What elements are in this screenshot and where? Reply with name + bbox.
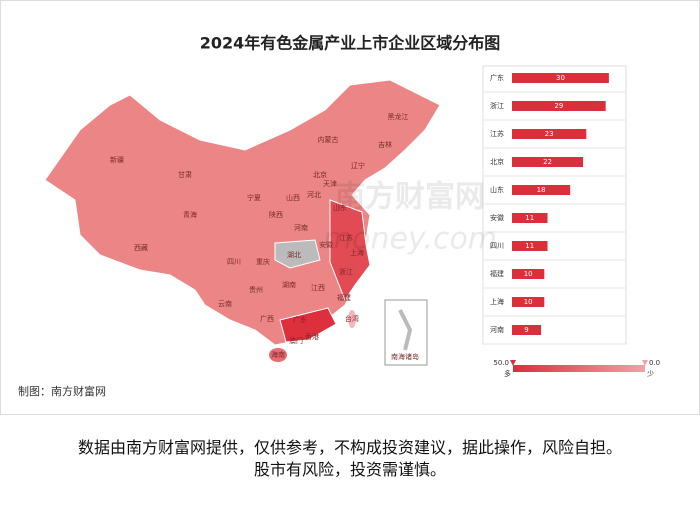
map-region bbox=[269, 348, 287, 362]
bar-label: 福建 bbox=[490, 269, 504, 278]
bar bbox=[512, 241, 548, 251]
bar bbox=[512, 185, 571, 195]
scale-handle bbox=[642, 360, 648, 366]
region-label: 香港 bbox=[305, 332, 319, 341]
region-label: 福建 bbox=[337, 293, 351, 302]
region-label: 云南 bbox=[218, 299, 232, 308]
value-label: 18 bbox=[537, 186, 546, 194]
region-label: 安徽 bbox=[319, 240, 333, 249]
scale-label: 50.0 bbox=[493, 359, 509, 367]
region-label: 新疆 bbox=[110, 155, 124, 164]
inset-islands bbox=[398, 309, 413, 351]
bar-label: 浙江 bbox=[490, 101, 504, 110]
bar-label: 江苏 bbox=[490, 129, 504, 138]
region-label: 四川 bbox=[227, 258, 241, 266]
region-label: 浙江 bbox=[339, 267, 353, 276]
region-label: 北京 bbox=[313, 170, 327, 179]
region-label: 广东 bbox=[293, 315, 307, 324]
bar bbox=[512, 129, 587, 139]
region-label: 南海诸岛 bbox=[391, 352, 419, 361]
map-region bbox=[329, 199, 371, 302]
bar bbox=[512, 269, 545, 279]
value-label: 30 bbox=[556, 74, 565, 82]
region-label: 湖北 bbox=[287, 250, 301, 259]
region-label: 重庆 bbox=[256, 257, 270, 266]
bar-label: 广东 bbox=[490, 73, 504, 82]
value-label: 10 bbox=[524, 270, 533, 278]
bar bbox=[512, 325, 542, 335]
value-label: 11 bbox=[525, 214, 534, 222]
map bbox=[44, 79, 441, 366]
value-label: 10 bbox=[524, 298, 533, 306]
region-label: 江西 bbox=[311, 284, 325, 292]
region-label: 内蒙古 bbox=[318, 135, 339, 144]
bar bbox=[512, 297, 545, 307]
scale-word: 多 bbox=[504, 369, 511, 378]
region-label: 江苏 bbox=[339, 233, 353, 242]
region-label: 黑龙江 bbox=[388, 112, 409, 121]
value-label: 11 bbox=[525, 242, 534, 250]
bar-label: 上海 bbox=[490, 297, 504, 306]
bar bbox=[512, 73, 609, 83]
region-label: 天津 bbox=[323, 180, 337, 188]
map-region bbox=[274, 239, 321, 269]
region-label: 山西 bbox=[286, 193, 300, 202]
region-label: 湖南 bbox=[282, 280, 296, 289]
scale-label: 0.0 bbox=[649, 359, 660, 367]
scale-handle bbox=[510, 360, 516, 366]
bar-label: 山东 bbox=[490, 185, 504, 194]
region-label: 台湾 bbox=[345, 314, 359, 323]
bar-label: 四川 bbox=[490, 242, 504, 250]
region-label: 甘肃 bbox=[178, 170, 192, 179]
color-scale bbox=[513, 365, 645, 372]
bar bbox=[512, 213, 548, 223]
region-label: 贵州 bbox=[249, 285, 263, 294]
region-label: 上海 bbox=[350, 248, 364, 257]
value-label: 23 bbox=[545, 130, 554, 138]
region-label: 山东 bbox=[333, 203, 347, 212]
region-label: 澳门 bbox=[289, 336, 303, 345]
bar-label: 北京 bbox=[490, 157, 504, 166]
region-label: 吉林 bbox=[378, 140, 392, 149]
disclaimer-line: 数据由南方财富网提供，仅供参考，不构成投资建议，据此操作，风险自担。 bbox=[77, 438, 622, 457]
chart: 2024年有色金属产业上市企业区域分布图 黑龙江吉林辽宁内蒙古北京天津河北山西山… bbox=[0, 0, 700, 415]
region-label: 海南 bbox=[271, 350, 285, 359]
region-label: 宁夏 bbox=[247, 193, 261, 202]
watermark: 南方财富网 bbox=[335, 180, 485, 215]
bar bbox=[512, 157, 584, 167]
map-region bbox=[348, 310, 356, 328]
region-label: 广西 bbox=[260, 314, 274, 323]
bar-panel bbox=[482, 65, 627, 345]
value-label: 22 bbox=[543, 158, 552, 166]
chart-title: 2024年有色金属产业上市企业区域分布图 bbox=[200, 34, 501, 53]
value-label: 29 bbox=[554, 102, 563, 110]
region-label: 西藏 bbox=[134, 243, 148, 252]
bar-label: 安徽 bbox=[490, 213, 504, 222]
bar-label: 河南 bbox=[490, 325, 504, 334]
region-label: 辽宁 bbox=[351, 161, 365, 170]
inset-box bbox=[384, 299, 428, 366]
region-label: 青海 bbox=[183, 210, 197, 219]
credit: 制图：南方财富网 bbox=[18, 384, 106, 398]
map-region bbox=[279, 307, 337, 343]
watermark: money.com bbox=[323, 222, 497, 257]
disclaimer-line: 股市有风险，投资需谨慎。 bbox=[253, 460, 446, 479]
region-label: 河北 bbox=[307, 191, 321, 199]
disclaimer: 数据由南方财富网提供，仅供参考，不构成投资建议，据此操作，风险自担。 股市有风险… bbox=[0, 437, 700, 481]
scale-word: 少 bbox=[647, 370, 654, 378]
bar bbox=[512, 101, 606, 111]
region-label: 河南 bbox=[294, 223, 308, 232]
region-label: 陕西 bbox=[269, 210, 283, 219]
value-label: 9 bbox=[524, 326, 528, 334]
